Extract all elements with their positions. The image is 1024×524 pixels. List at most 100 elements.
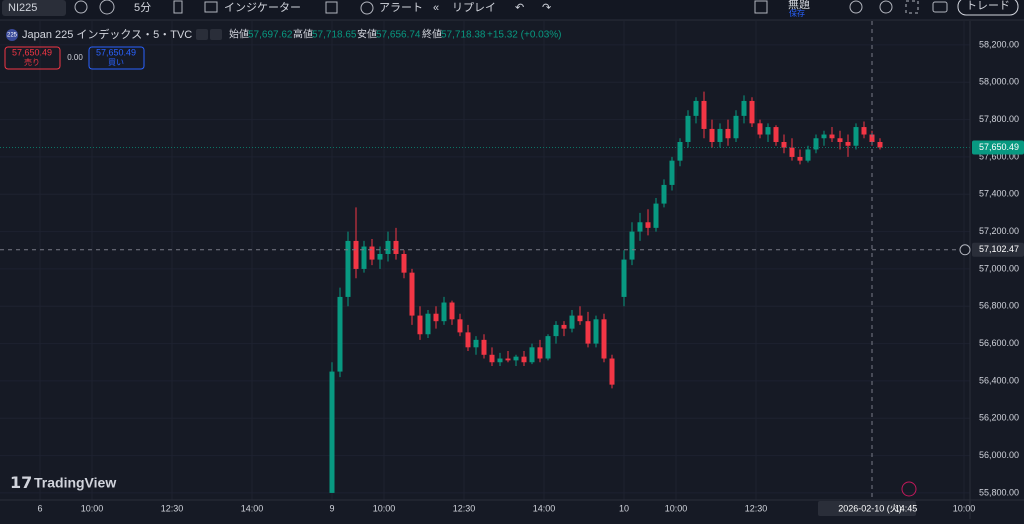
candle-body xyxy=(553,324,559,337)
trade[interactable]: トレード xyxy=(966,0,1010,12)
y-tick-label: 56,200.00 xyxy=(979,413,1019,423)
crosshair-x-box xyxy=(818,501,916,516)
candle-body xyxy=(417,315,423,335)
candle-body xyxy=(593,319,599,344)
candle-body xyxy=(561,324,567,329)
crosshair-y-label: 57,102.47 xyxy=(979,244,1019,254)
plot xyxy=(0,21,970,500)
candle-body xyxy=(725,128,731,139)
candle-body xyxy=(685,115,691,142)
last-price-label: 57,650.49 xyxy=(979,142,1019,152)
candle-body xyxy=(537,347,543,359)
candle-body xyxy=(513,356,519,361)
candle-body xyxy=(805,149,811,161)
candle-body xyxy=(353,240,359,269)
candle-body xyxy=(669,160,675,185)
y-tick-label: 58,000.00 xyxy=(979,77,1019,87)
candle-body xyxy=(489,354,495,363)
settings-icon[interactable] xyxy=(879,0,893,14)
crosshair-x-label: 14:45 xyxy=(895,503,918,513)
y-tick-label: 55,800.00 xyxy=(979,487,1019,497)
candle-body xyxy=(601,319,607,359)
buy[interactable]: 買い xyxy=(108,58,124,67)
x-tick-label: 9 xyxy=(329,503,334,513)
indicator-icon[interactable] xyxy=(204,1,218,13)
candle-body xyxy=(441,302,447,322)
flash-icon[interactable] xyxy=(901,481,917,497)
candle-body xyxy=(497,358,503,363)
watermark: TradingView xyxy=(34,475,116,491)
search-icon[interactable] xyxy=(849,0,863,14)
buy-price[interactable]: 57,650.49 xyxy=(96,47,136,57)
indicators[interactable]: インジケーター xyxy=(224,1,301,14)
sell[interactable]: 売り xyxy=(24,57,40,67)
candle-body xyxy=(609,358,615,385)
fullscreen-icon[interactable] xyxy=(905,0,919,14)
candle-body xyxy=(521,356,527,363)
y-tick-label: 56,400.00 xyxy=(979,375,1019,385)
candle-body xyxy=(409,272,415,316)
open-value: 57,697.62 xyxy=(248,30,293,41)
candle-body xyxy=(529,347,535,363)
redo[interactable]: ↷ xyxy=(542,2,551,14)
trade-button[interactable] xyxy=(957,0,1019,16)
candle-body xyxy=(765,127,771,135)
sell-price[interactable]: 57,650.49 xyxy=(12,47,52,57)
buy-button[interactable] xyxy=(88,46,145,70)
legend-icon[interactable] xyxy=(210,29,222,40)
candle-body xyxy=(733,115,739,139)
close-value: 57,718.38 xyxy=(441,30,486,41)
icon[interactable] xyxy=(74,0,88,14)
candle-body xyxy=(677,141,683,161)
sell-button[interactable] xyxy=(4,46,61,70)
y-tick-label: 57,800.00 xyxy=(979,114,1019,124)
candle-body xyxy=(545,336,551,359)
candle-body xyxy=(781,141,787,148)
replay-icon[interactable]: « xyxy=(433,2,439,14)
candle-body xyxy=(877,141,883,148)
layout-name[interactable]: 無題 xyxy=(788,0,810,11)
y-tick-label: 56,000.00 xyxy=(979,450,1019,460)
high-value: 57,718.65 xyxy=(312,30,357,41)
replay[interactable]: リプレイ xyxy=(452,1,496,14)
y-tick-label: 57,400.00 xyxy=(979,189,1019,199)
symbol[interactable]: NI225 xyxy=(8,2,37,14)
save[interactable]: 保存 xyxy=(789,8,805,18)
candle-body xyxy=(829,134,835,139)
add-icon[interactable] xyxy=(99,0,115,15)
chart-type-icon[interactable] xyxy=(173,0,183,14)
candle-body xyxy=(621,259,627,297)
candle-body xyxy=(637,222,643,232)
symbol-box[interactable] xyxy=(2,0,66,16)
alert-icon[interactable] xyxy=(360,1,374,15)
candle-body xyxy=(845,141,851,146)
candle-body xyxy=(457,319,463,333)
candle-body xyxy=(773,127,779,142)
candle-body xyxy=(645,222,651,228)
candle-body xyxy=(425,313,431,335)
symbol-logo-text: 225 xyxy=(7,33,18,39)
y-tick-label: 57,600.00 xyxy=(979,151,1019,161)
candle-body xyxy=(629,231,635,260)
snapshot-icon[interactable] xyxy=(932,1,948,13)
layout-icon[interactable] xyxy=(325,1,338,14)
candle-body xyxy=(449,302,455,320)
candle-body xyxy=(821,134,827,139)
candle-body xyxy=(693,100,699,116)
x-tick-label: 14:00 xyxy=(533,503,556,513)
candle-body xyxy=(797,156,803,161)
candle-body xyxy=(789,147,795,157)
interval[interactable]: 5分 xyxy=(134,1,151,14)
candle-body xyxy=(717,128,723,142)
candle-body xyxy=(757,123,763,135)
alert[interactable]: アラート xyxy=(379,2,423,14)
window-icon[interactable] xyxy=(754,0,768,14)
add-alert xyxy=(959,244,971,256)
candle-body xyxy=(569,315,575,329)
undo[interactable]: ↶ xyxy=(515,2,524,14)
x-tick-label: 6 xyxy=(37,503,42,513)
candle-body xyxy=(377,253,383,260)
close-label: 終値 xyxy=(422,28,442,41)
legend-icon[interactable] xyxy=(196,29,208,40)
